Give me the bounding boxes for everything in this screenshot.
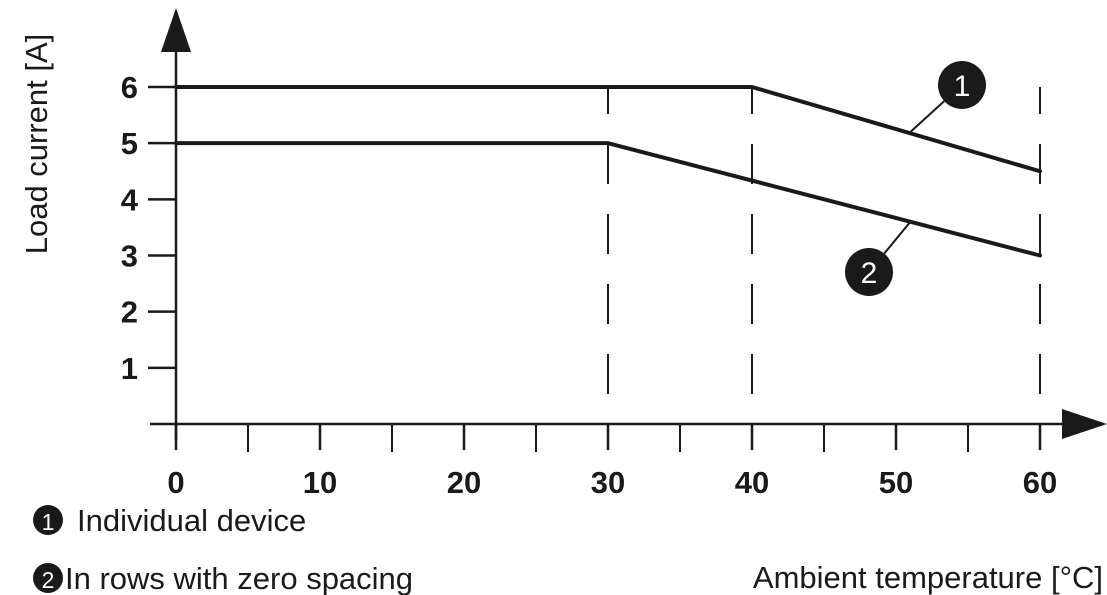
legend-marker-1: [33, 505, 63, 535]
series-line-1: [174, 85, 1042, 174]
x-tick-label-30: 30: [591, 465, 625, 500]
y-axis-arrow: [161, 8, 191, 52]
series-marker-1: [938, 61, 986, 109]
y-tick-label-4: 4: [121, 182, 139, 217]
y-tick-label-1: 1: [121, 351, 138, 386]
x-tick-label-20: 20: [447, 465, 481, 500]
x-axis-title: Ambient temperature [°C]: [753, 560, 1103, 595]
series-leader-2: [883, 221, 912, 255]
series-leader-1: [909, 100, 945, 133]
legend-marker-2: [33, 563, 63, 593]
y-tick-label-5: 5: [121, 126, 138, 161]
legend-marker-2-number: 2: [42, 567, 55, 593]
y-tick-label-6: 6: [121, 70, 138, 105]
x-tick-label-50: 50: [879, 465, 913, 500]
y-axis-title: Load current [A]: [19, 34, 54, 255]
legend-item-2: 2 In rows with zero spacing: [33, 561, 413, 595]
x-tick-label-60: 60: [1023, 465, 1057, 500]
series-marker-number-1: 1: [954, 70, 971, 103]
reference-dash-layer: [607, 87, 1041, 424]
x-tick-label-10: 10: [303, 465, 337, 500]
y-tick-label-3: 3: [121, 239, 138, 274]
series-marker-2: [845, 248, 893, 296]
x-tick-label-40: 40: [735, 465, 769, 500]
y-tick-label-2: 2: [121, 295, 138, 330]
series-layer: [174, 85, 1042, 258]
x-tick-label-0: 0: [167, 465, 184, 500]
legend-item-1: 1 Individual device: [33, 503, 306, 538]
series-marker-number-2: 2: [861, 257, 878, 290]
legend-text-2: In rows with zero spacing: [65, 561, 413, 595]
x-axis-arrow: [1062, 409, 1107, 439]
legend-marker-1-number: 1: [42, 509, 55, 535]
legend: 1 Individual device 2 In rows with zero …: [33, 503, 413, 595]
series-line-2: [174, 141, 1042, 258]
series-marker-layer: 12: [845, 61, 986, 296]
legend-text-1: Individual device: [77, 503, 306, 538]
